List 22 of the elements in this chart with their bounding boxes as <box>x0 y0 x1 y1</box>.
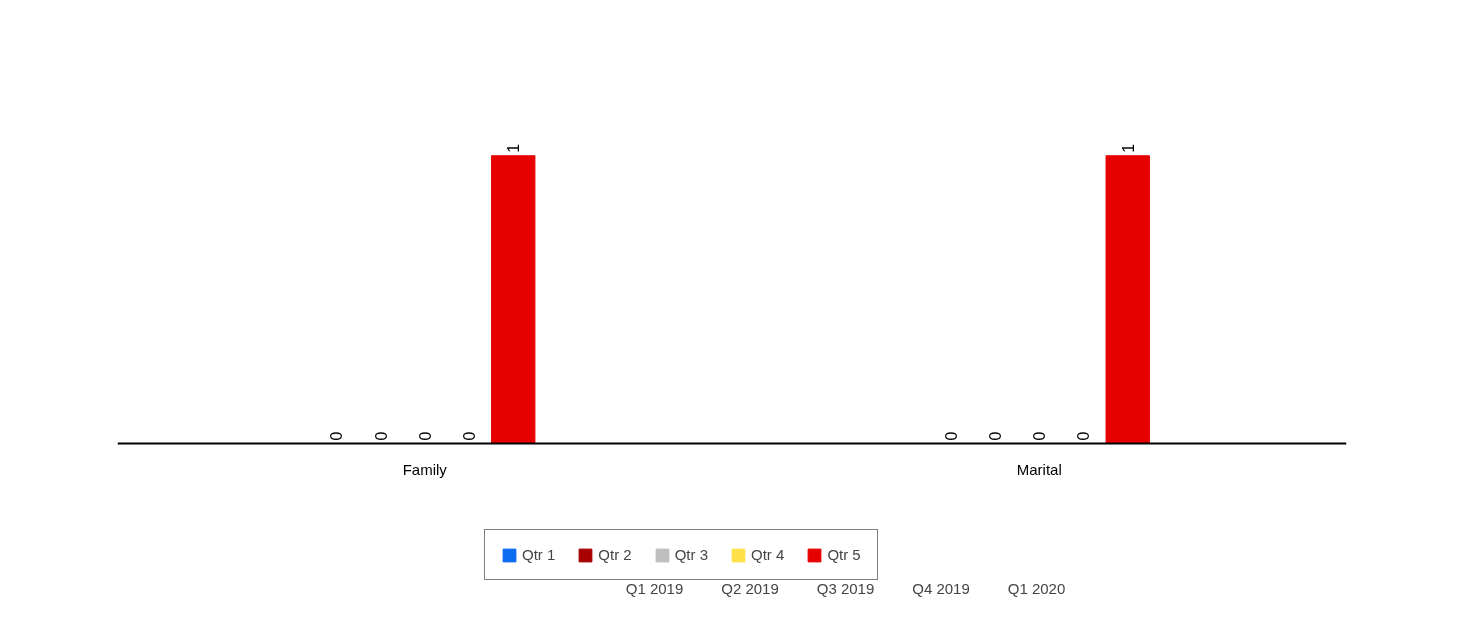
text: Q1 2020 <box>1007 579 1066 597</box>
data-label: 1 <box>505 143 523 153</box>
text: Q4 2019 <box>912 579 970 597</box>
data-label: 1 <box>1119 143 1137 153</box>
data-label: 0 <box>1031 431 1049 441</box>
x-tick-label: Family <box>402 460 448 478</box>
data-label: 0 <box>987 431 1005 441</box>
legend-label: Qtr 2 <box>598 546 632 563</box>
legend-label: Qtr 3 <box>674 546 709 563</box>
text: Q1 2019 <box>625 579 684 597</box>
legend-label: Qtr 5 <box>827 546 861 563</box>
data-label: 0 <box>942 431 960 441</box>
text: Q2 2019 <box>721 579 779 597</box>
data-label: 0 <box>460 431 478 441</box>
legend-label: Qtr 1 <box>522 546 556 563</box>
text: Q3 2019 <box>816 579 875 597</box>
legend-label: Qtr 4 <box>751 546 785 563</box>
data-label: 0 <box>372 431 390 441</box>
data-label: 0 <box>416 431 434 441</box>
x-tick-label: Marital <box>1016 460 1062 478</box>
data-label: 0 <box>328 431 346 441</box>
data-label: 0 <box>1075 431 1093 441</box>
